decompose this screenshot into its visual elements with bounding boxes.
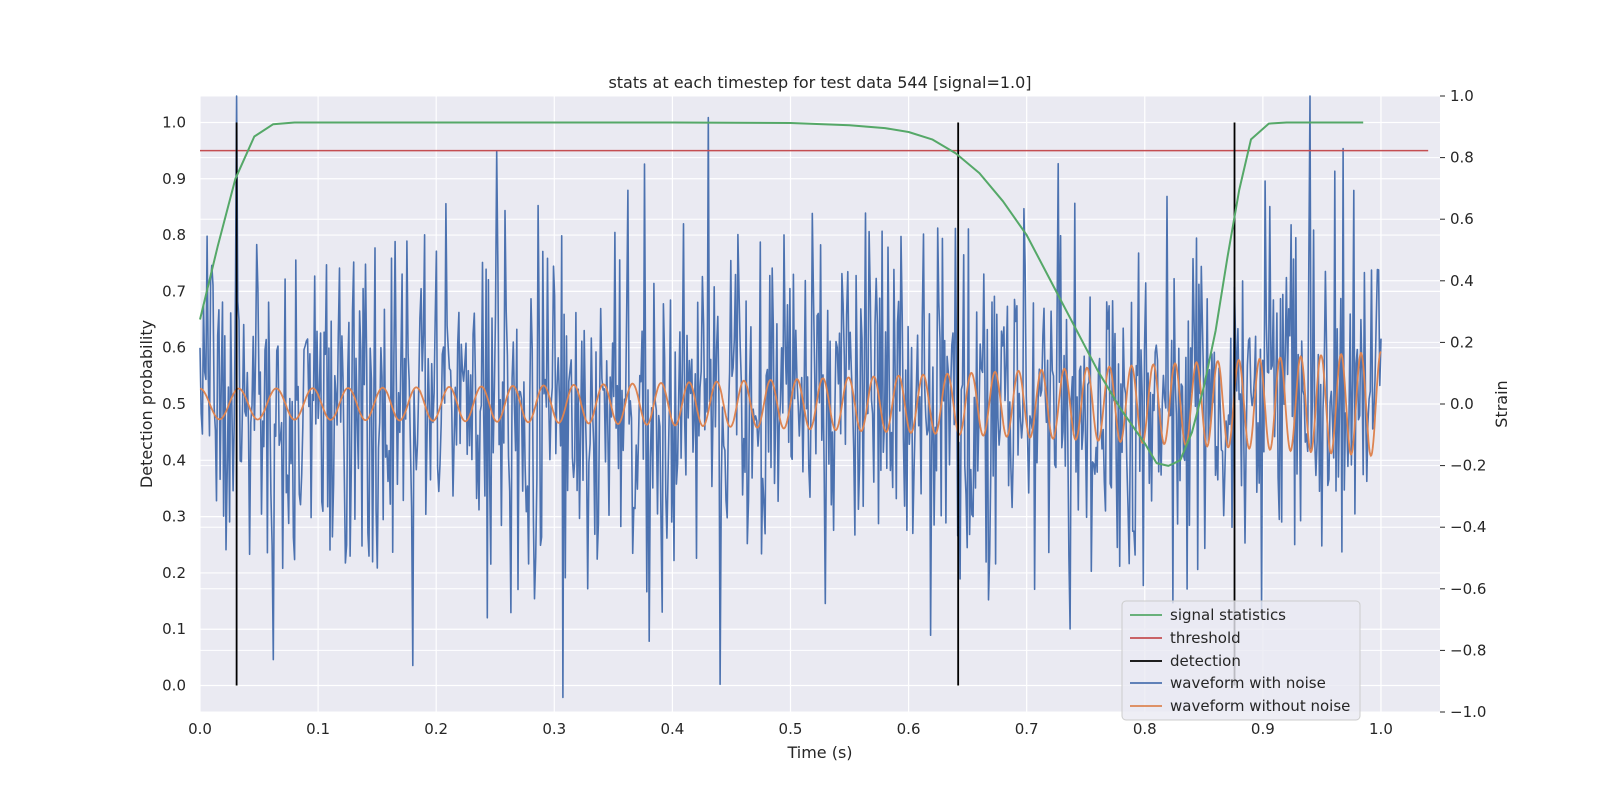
y-right-tick-labels: −1.0 −0.8 −0.6 −0.4 −0.2 0.0 0.2 0.4 0.6 0.8 1.0 [1440,87,1486,721]
x-tick-label: 0.1 [306,720,330,738]
y-right-tick-label: −0.2 [1450,457,1486,475]
x-tick-label: 0.0 [188,720,212,738]
series-waveform-without-noise [199,351,1382,458]
legend-label-signal-statistics: signal statistics [1170,606,1286,624]
y-left-tick-label: 0.8 [162,226,186,244]
y-left-tick-labels: 0.0 0.1 0.2 0.3 0.4 0.5 0.6 0.7 0.8 0.9 1.0 [162,113,186,694]
y-right-tick-label: −0.8 [1450,641,1486,659]
x-tick-label: 0.8 [1133,720,1157,738]
y-right-tick-label: −1.0 [1450,703,1486,721]
y-left-tick-label: 0.7 [162,282,186,300]
y-right-tick-label: −0.6 [1450,580,1486,598]
series-signal-statistics [199,121,1364,467]
y-left-tick-label: 0.1 [162,620,186,638]
plot-series [199,95,1429,699]
legend-label-threshold: threshold [1170,629,1241,647]
legend-label-waveform-with-noise: waveform with noise [1170,674,1326,692]
legend-label-detection: detection [1170,652,1241,670]
chart-title: stats at each timestep for test data 544… [608,73,1031,92]
x-tick-label: 0.3 [542,720,566,738]
x-tick-label: 0.5 [779,720,803,738]
y-right-axis-label: Strain [1492,380,1511,427]
y-right-tick-label: 0.6 [1450,210,1474,228]
y-right-tick-label: 0.2 [1450,333,1474,351]
y-right-tick-label: 1.0 [1450,87,1474,105]
y-left-tick-label: 1.0 [162,113,186,131]
y-left-tick-label: 0.3 [162,508,186,526]
y-right-tick-label: 0.4 [1450,272,1474,290]
x-tick-label: 0.2 [424,720,448,738]
x-tick-labels: 0.0 0.1 0.2 0.3 0.4 0.5 0.6 0.7 0.8 0.9 1.0 [188,720,1393,738]
legend-label-waveform-without-noise: waveform without noise [1170,697,1350,715]
x-tick-label: 0.9 [1251,720,1275,738]
y-left-tick-label: 0.9 [162,170,186,188]
y-left-tick-label: 0.6 [162,339,186,357]
x-tick-label: 0.4 [660,720,684,738]
y-left-tick-label: 0.4 [162,451,186,469]
y-left-tick-label: 0.0 [162,677,186,695]
x-tick-label: 0.7 [1015,720,1039,738]
y-left-tick-label: 0.5 [162,395,186,413]
y-left-tick-label: 0.2 [162,564,186,582]
y-right-tick-label: 0.0 [1450,395,1474,413]
legend: signal statistics threshold detection wa… [1121,600,1361,721]
x-axis-label: Time (s) [786,743,852,762]
x-tick-label: 0.6 [897,720,921,738]
series-waveform-with-noise [199,95,1382,699]
y-left-axis-label: Detection probability [137,320,156,488]
y-right-tick-label: 0.8 [1450,149,1474,167]
x-tick-label: 1.0 [1369,720,1393,738]
y-right-tick-label: −0.4 [1450,518,1486,536]
legend-box [1121,600,1361,721]
